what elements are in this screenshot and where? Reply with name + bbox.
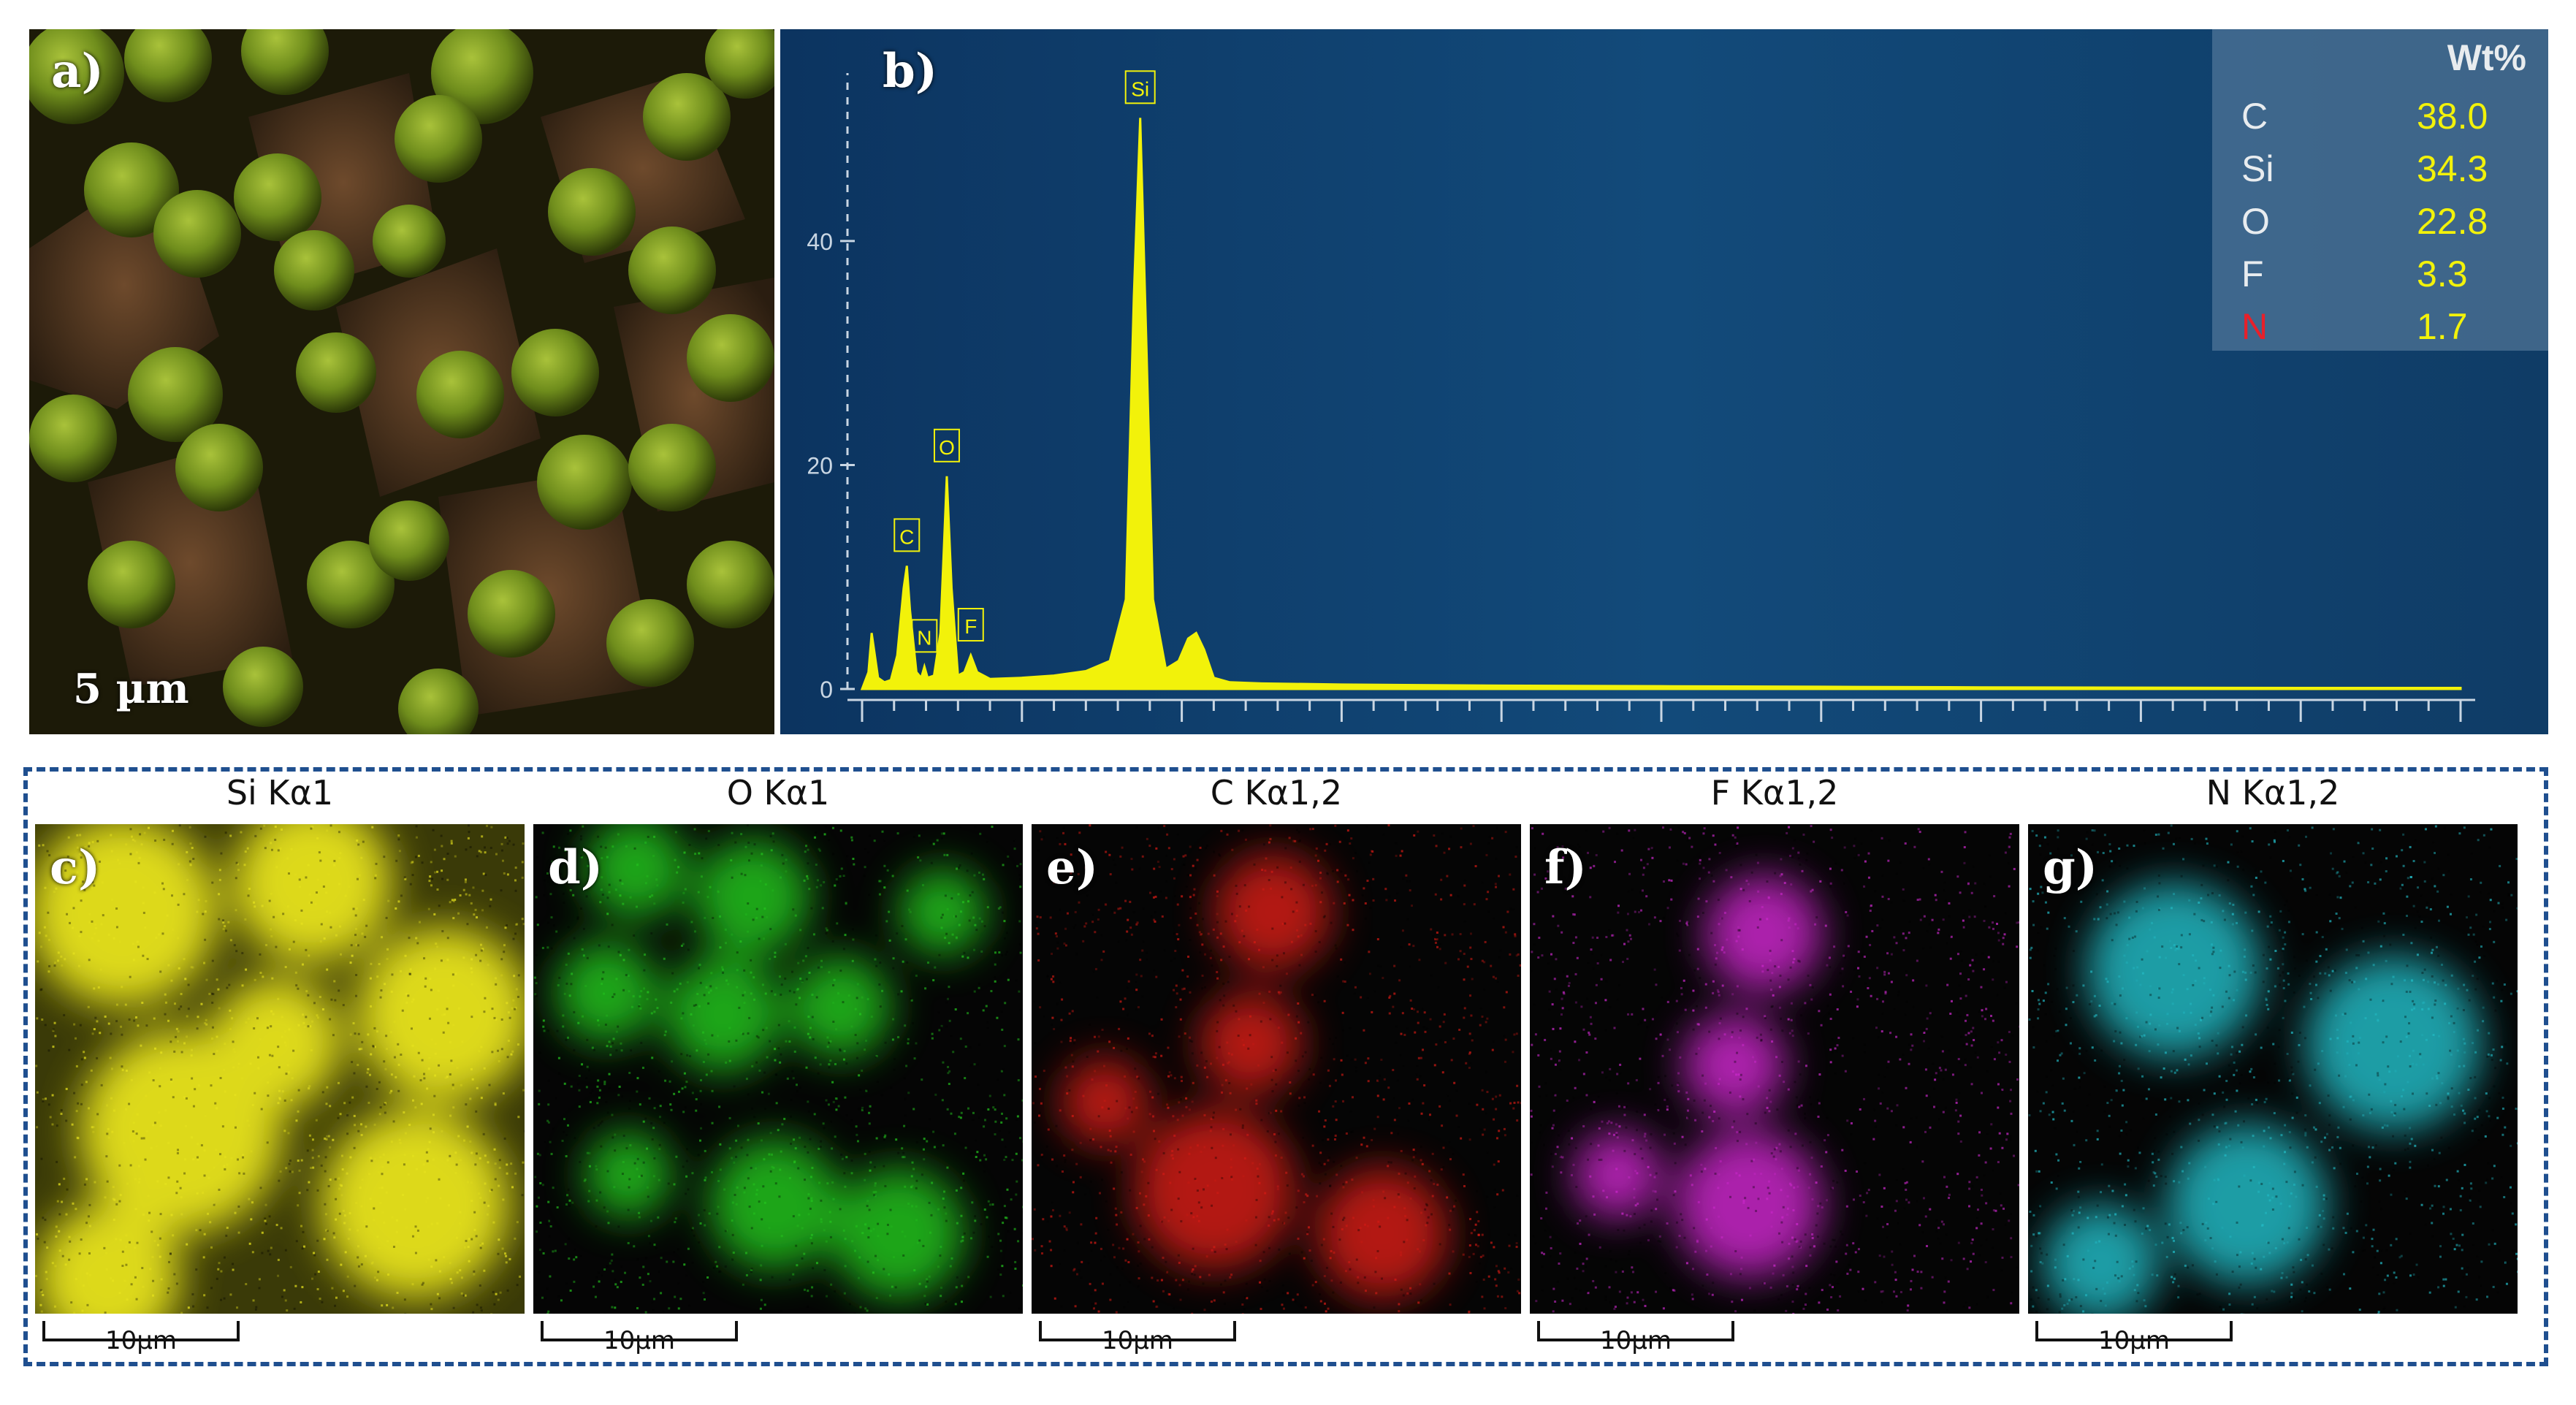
map-panel-label-3: f) (1544, 840, 1587, 895)
spectrum-curve (860, 118, 2462, 690)
svg-text:N: N (917, 626, 931, 649)
table-element-o: O (2241, 201, 2270, 242)
element-map-image (2028, 824, 2518, 1314)
table-element-n: N (2241, 306, 2268, 347)
table-value-c: 38.0 (2417, 96, 2488, 137)
x-tick-label: 7 (1975, 730, 1988, 734)
element-map-4 (2028, 824, 2518, 1314)
x-tick-label: 3 (1335, 730, 1349, 734)
table-element-si: Si (2241, 148, 2274, 189)
y-tick-label: 40 (807, 229, 833, 255)
table-element-f: F (2241, 254, 2264, 294)
composition-table: Wt% C 38.0 Si 34.3 O 22.8 F 3.3 N 1.7 (2212, 29, 2548, 351)
map-scalebar-label-4: 10µm (2097, 1326, 2170, 1355)
sem-image-panel: a) 5 µm (29, 29, 774, 734)
panel-a-label: a) (51, 44, 104, 99)
svg-text:O: O (939, 436, 955, 459)
map-panel-label-0: c) (50, 840, 101, 895)
element-map-image (1530, 824, 2019, 1314)
map-scalebar-label-2: 10µm (1101, 1326, 1173, 1355)
y-tick-label: 20 (807, 452, 833, 479)
x-tick-label: 2 (1175, 730, 1189, 734)
x-tick-label: 5 (1655, 730, 1668, 734)
map-scalebar-label-0: 10µm (104, 1326, 177, 1355)
map-title-1: O Kα1 (726, 773, 830, 812)
spectrum-background (780, 29, 2548, 734)
map-scalebar-0 (42, 1321, 240, 1341)
element-map-1 (533, 824, 1023, 1314)
svg-text:C: C (899, 525, 914, 548)
panel-a-scale-label: 5 µm (73, 665, 189, 713)
map-title-2: C Kα1,2 (1210, 773, 1343, 812)
table-value-f: 3.3 (2417, 254, 2468, 294)
map-scalebar-label-3: 10µm (1599, 1326, 1672, 1355)
y-tick-label: 0 (820, 677, 833, 703)
x-tick-label: 0 (856, 730, 869, 734)
map-panel-label-4: g) (2043, 840, 2098, 895)
element-map-3 (1530, 824, 2019, 1314)
x-tick-label: 6 (1815, 730, 1828, 734)
table-value-o: 22.8 (2417, 201, 2488, 242)
map-panel-label-2: e) (1046, 840, 1098, 895)
svg-text:Si: Si (1131, 77, 1149, 100)
peak-label-o: O (933, 428, 960, 462)
table-value-si: 34.3 (2417, 148, 2488, 189)
map-title-0: Si Kα1 (226, 773, 334, 812)
element-map-0 (35, 824, 525, 1314)
svg-text:F: F (964, 615, 977, 638)
panel-b-label: b) (883, 44, 938, 99)
element-map-image (1032, 824, 1521, 1314)
x-tick-label: 8 (2135, 730, 2148, 734)
map-title-4: N Kα1,2 (2206, 773, 2340, 812)
element-maps-frame (23, 767, 2548, 1366)
table-value-n: 1.7 (2417, 306, 2468, 347)
map-title-3: F Kα1,2 (1710, 773, 1839, 812)
map-scalebar-label-1: 10µm (603, 1326, 675, 1355)
sem-micrograph (29, 29, 774, 734)
table-header-wt: Wt% (2447, 37, 2526, 78)
map-scalebar-4 (2035, 1321, 2233, 1341)
map-scalebar-3 (1537, 1321, 1734, 1341)
map-scalebar-1 (541, 1321, 738, 1341)
peak-label-c: C (893, 518, 921, 552)
map-scalebar-2 (1039, 1321, 1236, 1341)
element-map-image (533, 824, 1023, 1314)
element-map-image (35, 824, 525, 1314)
x-tick-label: 9 (2294, 730, 2307, 734)
element-map-2 (1032, 824, 1521, 1314)
table-element-c: C (2241, 96, 2268, 137)
map-panel-label-1: d) (548, 840, 603, 895)
x-tick-label: 4 (1495, 730, 1508, 734)
peak-label-n: N (911, 619, 938, 653)
peak-label-si: Si (1124, 70, 1156, 104)
x-tick-label: 1 (1015, 730, 1029, 734)
peak-label-f: F (957, 608, 984, 642)
x-axis-unit: keV (2485, 732, 2523, 734)
